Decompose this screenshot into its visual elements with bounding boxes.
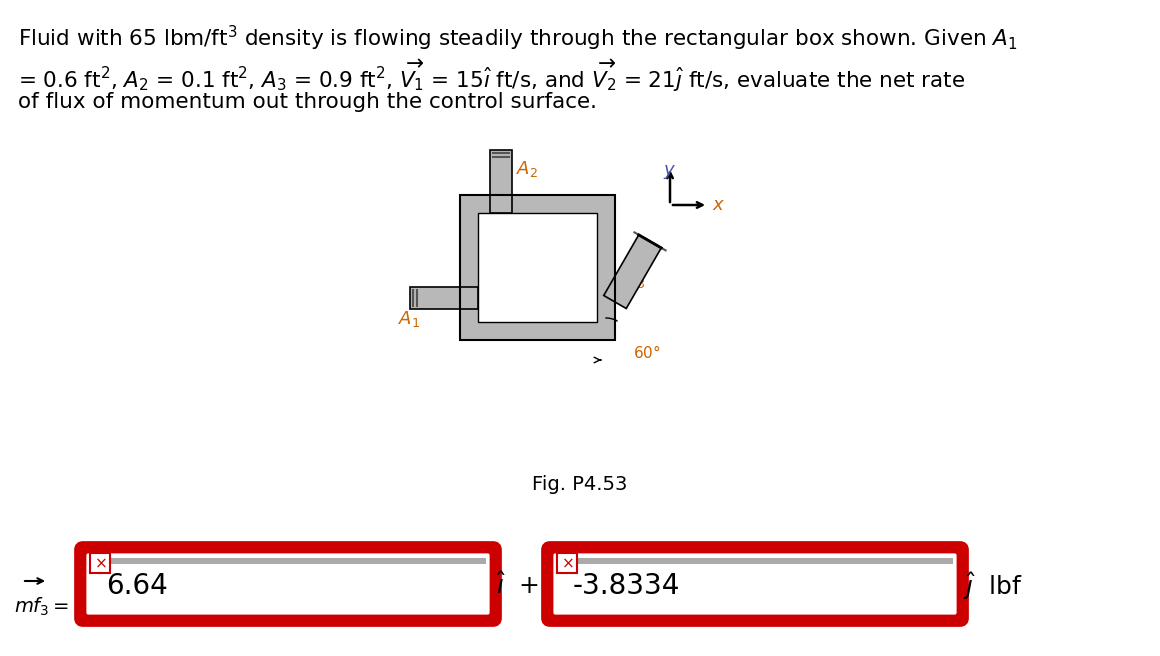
Text: $A_1$: $A_1$ — [398, 309, 420, 329]
Bar — [490, 150, 512, 213]
Text: $\hat{\imath}$  +: $\hat{\imath}$ + — [496, 573, 539, 600]
Text: of flux of momentum out through the control surface.: of flux of momentum out through the cont… — [19, 92, 597, 112]
FancyBboxPatch shape — [546, 546, 964, 622]
Text: $\times$: $\times$ — [94, 556, 107, 571]
Text: 6.64: 6.64 — [106, 572, 168, 600]
Text: $60°$: $60°$ — [633, 344, 661, 361]
Bar — [557, 558, 954, 564]
Text: $x$: $x$ — [712, 196, 725, 214]
Polygon shape — [603, 235, 661, 308]
FancyBboxPatch shape — [85, 552, 491, 616]
Bar — [461, 195, 615, 340]
Bar — [597, 195, 615, 340]
Text: = 0.6 ft$^2$, $A_2$ = 0.1 ft$^2$, $A_3$ = 0.9 ft$^2$, $\overrightarrow{V_1}$ = 1: = 0.6 ft$^2$, $A_2$ = 0.1 ft$^2$, $A_3$ … — [19, 58, 965, 94]
Bar — [478, 213, 597, 322]
Bar — [478, 213, 597, 322]
FancyBboxPatch shape — [557, 553, 577, 573]
Text: Fluid with 65 lbm/ft$^3$ density is flowing steadily through the rectangular box: Fluid with 65 lbm/ft$^3$ density is flow… — [19, 24, 1017, 53]
Text: $\hat{\jmath}$  lbf: $\hat{\jmath}$ lbf — [963, 570, 1023, 602]
FancyBboxPatch shape — [79, 546, 496, 622]
FancyBboxPatch shape — [90, 553, 110, 573]
Text: $\times$: $\times$ — [560, 556, 573, 571]
Bar — [461, 195, 478, 340]
Text: $y$: $y$ — [664, 163, 676, 181]
Bar — [90, 558, 486, 564]
Text: $A_3$: $A_3$ — [623, 270, 645, 290]
Text: $mf_3 =$: $mf_3 =$ — [14, 596, 70, 619]
Bar — [490, 150, 512, 195]
FancyBboxPatch shape — [552, 552, 958, 616]
Bar — [409, 287, 478, 309]
Bar — [409, 287, 461, 309]
Text: -3.8334: -3.8334 — [573, 572, 681, 600]
Text: $A_2$: $A_2$ — [516, 159, 538, 179]
Text: Fig. P4.53: Fig. P4.53 — [532, 475, 628, 494]
Bar — [461, 322, 615, 340]
Bar — [461, 195, 615, 213]
